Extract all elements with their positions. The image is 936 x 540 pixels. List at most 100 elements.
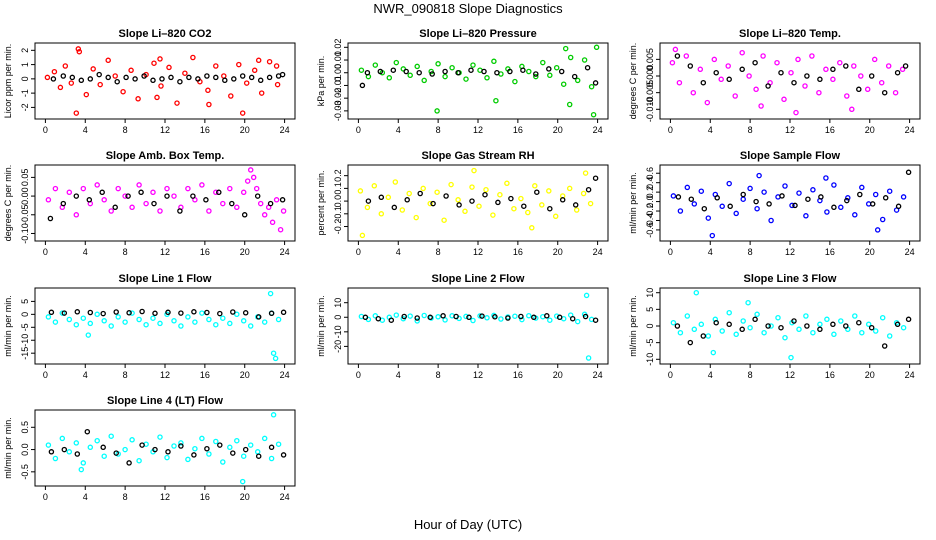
data-point	[50, 76, 57, 82]
data-point	[774, 59, 780, 66]
x-tick-label: 12	[785, 125, 795, 135]
y-tick-label: -0.005	[645, 80, 655, 106]
data-point	[837, 59, 843, 66]
data-point	[136, 457, 142, 464]
data-point	[391, 204, 398, 211]
data-point	[713, 69, 719, 76]
data-point	[824, 316, 830, 323]
data-point	[213, 189, 219, 196]
data-point	[905, 316, 912, 323]
data-point	[239, 478, 246, 485]
panel-title: Slope Li–820 CO2	[119, 28, 212, 40]
data-point	[267, 200, 274, 207]
data-point	[865, 321, 872, 328]
data-point	[533, 71, 539, 77]
y-axis-label: degrees C per min.	[628, 43, 638, 120]
x-tick-label: 12	[473, 370, 483, 380]
data-point	[105, 74, 111, 81]
data-point	[407, 313, 413, 319]
x-tick-label: 8	[123, 125, 128, 135]
data-point	[80, 315, 87, 321]
data-point	[220, 315, 226, 321]
y-tick-label: -0.2	[645, 203, 655, 219]
data-point	[440, 313, 446, 319]
data-point	[851, 63, 857, 69]
x-tick-label: 20	[240, 370, 250, 380]
y-tick-label: -0.02	[333, 88, 343, 109]
data-point	[878, 79, 885, 86]
data-point	[521, 203, 527, 209]
data-point	[747, 324, 753, 331]
data-point	[559, 197, 566, 203]
x-tick-label: 24	[593, 247, 603, 257]
x-tick-label: 16	[200, 492, 210, 502]
data-point	[558, 68, 565, 75]
data-point	[852, 313, 858, 319]
data-points	[358, 292, 599, 361]
x-tick-label: 12	[160, 370, 170, 380]
x-tick-label: 0	[356, 125, 361, 135]
x-tick-label: 0	[43, 247, 48, 257]
data-point	[845, 195, 851, 201]
data-point	[448, 181, 454, 188]
data-point	[768, 323, 774, 329]
data-point	[718, 76, 724, 83]
panel-8: Slope Line 2 Flow 0 4 8 12 16 20 24 -20 -10 0 10 ml/…	[316, 273, 609, 380]
panel-5: Slope Gas Stream RH0 4 8 12 16 20 24-0.2-0.10.…	[316, 150, 609, 257]
data-point	[73, 212, 80, 218]
data-point	[752, 316, 758, 323]
data-point	[421, 77, 427, 84]
data-point	[795, 56, 801, 63]
y-tick-label: -5	[20, 323, 30, 331]
x-tick-label: 20	[553, 247, 563, 257]
data-point	[143, 200, 149, 207]
y-tick-label: 0	[20, 76, 30, 81]
data-point	[547, 205, 553, 212]
panel-title: Slope Line 3 Flow	[744, 273, 837, 285]
data-point	[406, 190, 412, 197]
data-point	[217, 442, 223, 448]
data-point	[227, 185, 233, 192]
data-point	[230, 450, 236, 456]
data-point	[240, 453, 247, 459]
data-point	[714, 195, 720, 201]
x-tick-label: 12	[473, 125, 483, 135]
data-point	[178, 310, 184, 316]
data-point	[136, 182, 142, 188]
y-axis-label: kPa per min.	[316, 56, 326, 107]
data-point	[571, 73, 578, 80]
data-point	[242, 446, 249, 453]
data-point	[592, 175, 599, 181]
data-point	[195, 76, 201, 82]
x-tick-label: 0	[668, 247, 673, 257]
data-point	[66, 189, 73, 196]
x-tick-label: 16	[200, 125, 210, 135]
data-point	[816, 89, 822, 96]
data-point	[372, 313, 379, 319]
data-point	[171, 318, 177, 324]
data-point	[279, 197, 286, 203]
data-point	[700, 333, 707, 339]
y-tick-label: -0.010	[645, 97, 655, 123]
data-point	[704, 99, 711, 106]
data-point	[80, 460, 87, 466]
data-point	[838, 318, 844, 324]
x-tick-label: 0	[356, 370, 361, 380]
data-point	[900, 194, 907, 200]
data-point	[112, 73, 118, 79]
data-point	[44, 74, 51, 81]
data-point	[248, 74, 255, 81]
data-point	[206, 316, 212, 323]
data-point	[684, 313, 691, 319]
y-tick-label: -0.03	[333, 101, 343, 122]
data-point	[687, 339, 694, 346]
data-point	[546, 188, 552, 194]
y-tick-label: -0.5	[20, 464, 30, 480]
data-point	[204, 309, 210, 316]
data-point	[129, 310, 135, 316]
data-point	[113, 450, 119, 456]
data-point	[80, 185, 87, 192]
panel-title: Slope Amb. Box Temp.	[106, 150, 225, 162]
data-point	[519, 316, 525, 323]
data-point	[178, 323, 184, 329]
